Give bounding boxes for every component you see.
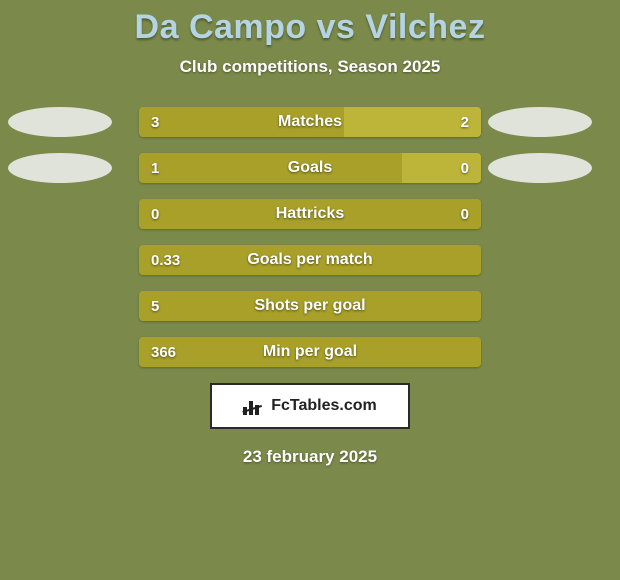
player-right-marker: [488, 107, 592, 137]
stat-bar-left: [139, 245, 481, 275]
stat-value-right: 0: [461, 153, 469, 183]
stat-value-left: 5: [151, 291, 159, 321]
player-left-marker: [8, 153, 112, 183]
subtitle: Club competitions, Season 2025: [0, 57, 620, 77]
stat-row: 32Matches: [139, 107, 481, 137]
stat-value-right: 0: [461, 199, 469, 229]
stat-bar: 0.33Goals per match: [139, 245, 481, 275]
comparison-rows: 32Matches10Goals00Hattricks0.33Goals per…: [0, 107, 620, 367]
stat-row: 10Goals: [139, 153, 481, 183]
page-title: Da Campo vs Vilchez: [0, 8, 620, 47]
stat-value-left: 0.33: [151, 245, 180, 275]
stat-bar-left: [139, 291, 481, 321]
stat-row: 5Shots per goal: [139, 291, 481, 321]
player-right-marker: [488, 153, 592, 183]
stat-bar-left: [139, 153, 402, 183]
stat-value-left: 0: [151, 199, 159, 229]
stat-value-left: 366: [151, 337, 176, 367]
stat-bar: 00Hattricks: [139, 199, 481, 229]
stat-bar: 5Shots per goal: [139, 291, 481, 321]
stat-bar-right: [402, 153, 481, 183]
stat-bar-left: [139, 199, 481, 229]
stat-value-left: 3: [151, 107, 159, 137]
stat-bar: 366Min per goal: [139, 337, 481, 367]
stat-value-left: 1: [151, 153, 159, 183]
stat-bar: 32Matches: [139, 107, 481, 137]
chart-icon: [243, 397, 265, 415]
source-badge: FcTables.com: [210, 383, 410, 429]
stat-value-right: 2: [461, 107, 469, 137]
stat-row: 0.33Goals per match: [139, 245, 481, 275]
player-left-marker: [8, 107, 112, 137]
stat-row: 366Min per goal: [139, 337, 481, 367]
stat-bar-left: [139, 337, 481, 367]
stat-bar: 10Goals: [139, 153, 481, 183]
stat-row: 00Hattricks: [139, 199, 481, 229]
source-badge-text: FcTables.com: [271, 397, 377, 415]
stat-bar-left: [139, 107, 344, 137]
date-label: 23 february 2025: [0, 447, 620, 467]
